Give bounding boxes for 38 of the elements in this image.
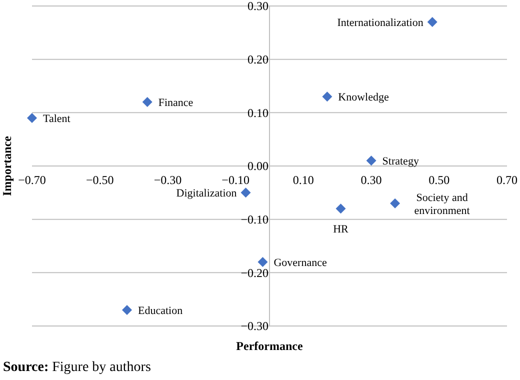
x-tick-label: −0.70	[18, 173, 46, 187]
point	[390, 198, 400, 208]
annotation: Internationalization	[337, 16, 424, 29]
point	[142, 97, 152, 107]
x-tick-label: 0.10	[292, 173, 314, 187]
annotation: Finance	[158, 96, 194, 109]
y-tick-label: −0.10	[240, 212, 268, 227]
x-tick-label: 0.50	[428, 173, 450, 187]
point	[122, 305, 132, 315]
annotation: HR	[333, 224, 350, 236]
point	[336, 204, 346, 214]
annotation: Strategy	[382, 156, 420, 168]
y-tick-label: 0.30	[248, 0, 268, 14]
annotation: Governance	[274, 256, 327, 269]
source-note: Source: Figure by authors	[3, 360, 151, 375]
x-tick-label: −0.50	[86, 173, 114, 187]
x-axis-title: Performance	[236, 339, 304, 353]
x-tick-label: −0.10	[222, 173, 250, 187]
x-tick-label: −0.30	[154, 173, 182, 187]
annotation: Education	[138, 304, 184, 317]
y-tick-label: −0.30	[240, 319, 268, 334]
x-tick-label: 0.70	[496, 173, 518, 187]
point	[258, 257, 268, 267]
point	[240, 188, 251, 198]
y-tick-label: 0.10	[248, 106, 268, 120]
point	[427, 17, 438, 27]
annotation: Talent	[43, 112, 70, 125]
annotation: Knowledge	[338, 92, 390, 104]
point	[27, 113, 37, 123]
y-tick-label: 0.00	[248, 159, 268, 174]
annotation: Digitalization	[176, 188, 238, 200]
y-tick-label: −0.20	[240, 266, 268, 280]
annotation: Society and environment	[414, 192, 470, 217]
point	[366, 156, 376, 166]
y-axis-title: Importance	[0, 135, 14, 196]
x-tick-label: 0.30	[360, 173, 382, 187]
point	[322, 92, 332, 102]
y-tick-label: 0.20	[248, 52, 268, 67]
